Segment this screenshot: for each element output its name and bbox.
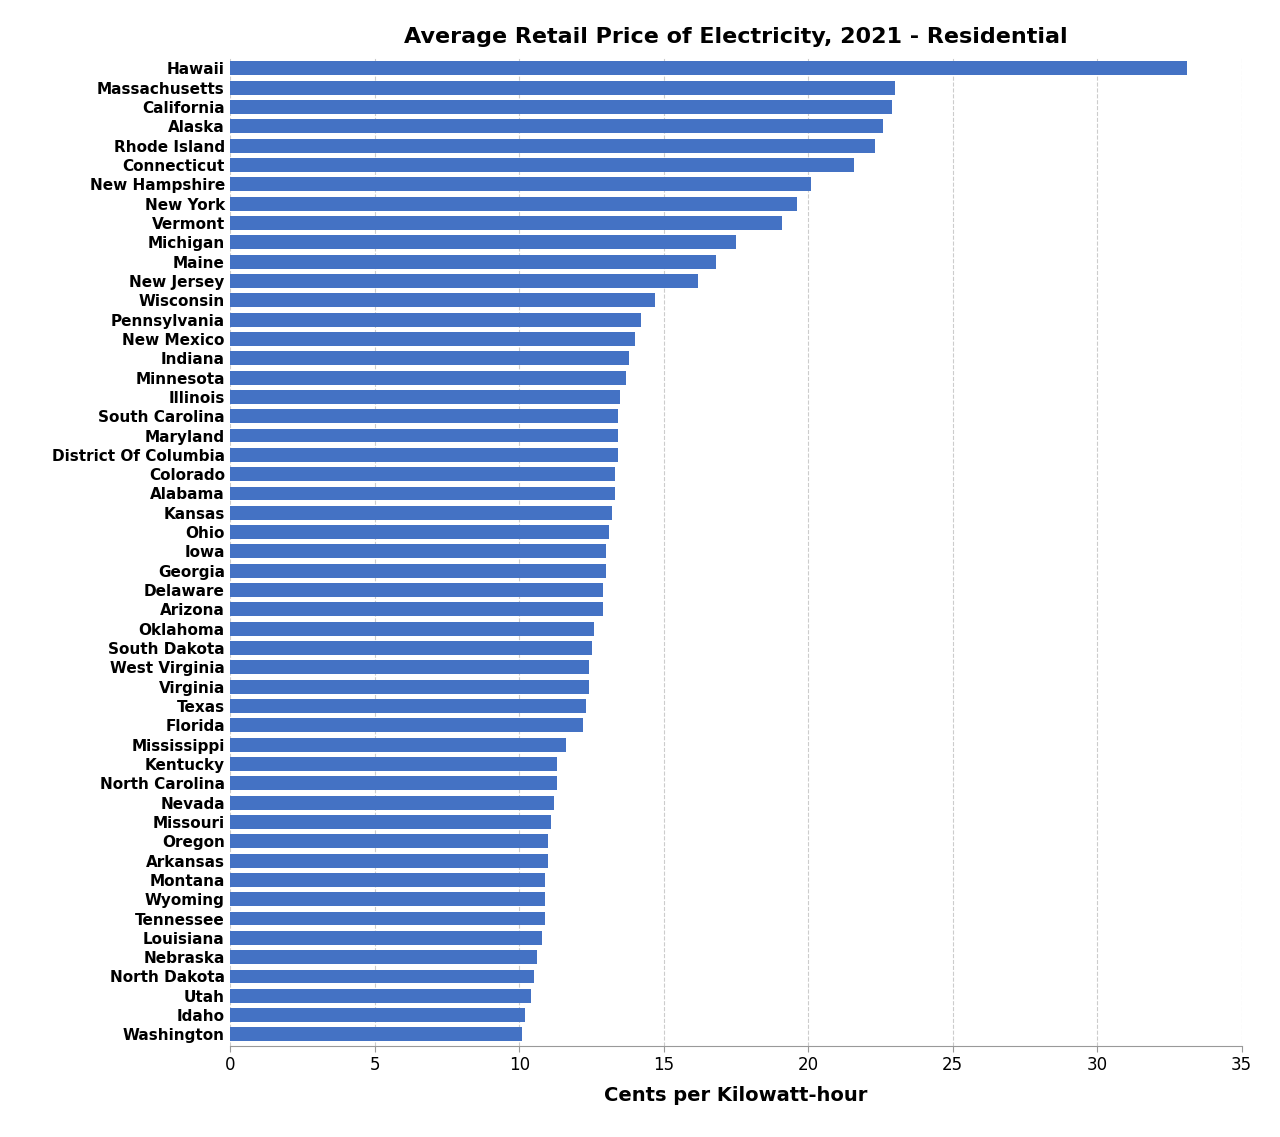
Bar — [230, 177, 812, 191]
Bar — [230, 719, 582, 732]
Bar — [230, 409, 617, 423]
Bar — [230, 757, 557, 771]
Bar — [230, 583, 603, 597]
Bar — [230, 564, 605, 578]
Bar — [230, 332, 635, 346]
Bar — [230, 351, 628, 365]
Bar — [230, 429, 617, 442]
Bar — [230, 293, 655, 307]
Bar — [230, 1009, 525, 1022]
Bar — [230, 81, 895, 94]
Bar — [230, 525, 609, 539]
Bar — [230, 274, 699, 288]
Bar — [230, 61, 1187, 75]
Bar — [230, 1028, 522, 1041]
Bar — [230, 777, 557, 790]
Bar — [230, 506, 612, 520]
Bar — [230, 313, 641, 326]
Bar — [230, 448, 617, 462]
Bar — [230, 835, 548, 848]
X-axis label: Cents per Kilowatt-hour: Cents per Kilowatt-hour — [604, 1086, 868, 1104]
Bar — [230, 371, 626, 384]
Bar — [230, 622, 594, 636]
Bar — [230, 796, 554, 810]
Bar — [230, 951, 536, 964]
Bar — [230, 197, 796, 210]
Bar — [230, 545, 605, 558]
Bar — [230, 912, 545, 926]
Bar — [230, 661, 589, 674]
Bar — [230, 699, 586, 713]
Bar — [230, 487, 614, 500]
Bar — [230, 970, 534, 984]
Bar — [230, 216, 782, 230]
Bar — [230, 119, 883, 133]
Bar — [230, 680, 589, 694]
Bar — [230, 931, 543, 945]
Bar — [230, 390, 621, 404]
Bar — [230, 873, 545, 887]
Bar — [230, 467, 614, 481]
Bar — [230, 255, 716, 268]
Bar — [230, 854, 548, 868]
Bar — [230, 603, 603, 616]
Bar — [230, 641, 591, 655]
Bar — [230, 989, 531, 1003]
Bar — [230, 158, 855, 172]
Title: Average Retail Price of Electricity, 2021 - Residential: Average Retail Price of Electricity, 202… — [404, 27, 1068, 47]
Bar — [230, 738, 566, 752]
Bar — [230, 893, 545, 906]
Bar — [230, 235, 736, 249]
Bar — [230, 815, 552, 829]
Bar — [230, 100, 892, 114]
Bar — [230, 139, 874, 152]
